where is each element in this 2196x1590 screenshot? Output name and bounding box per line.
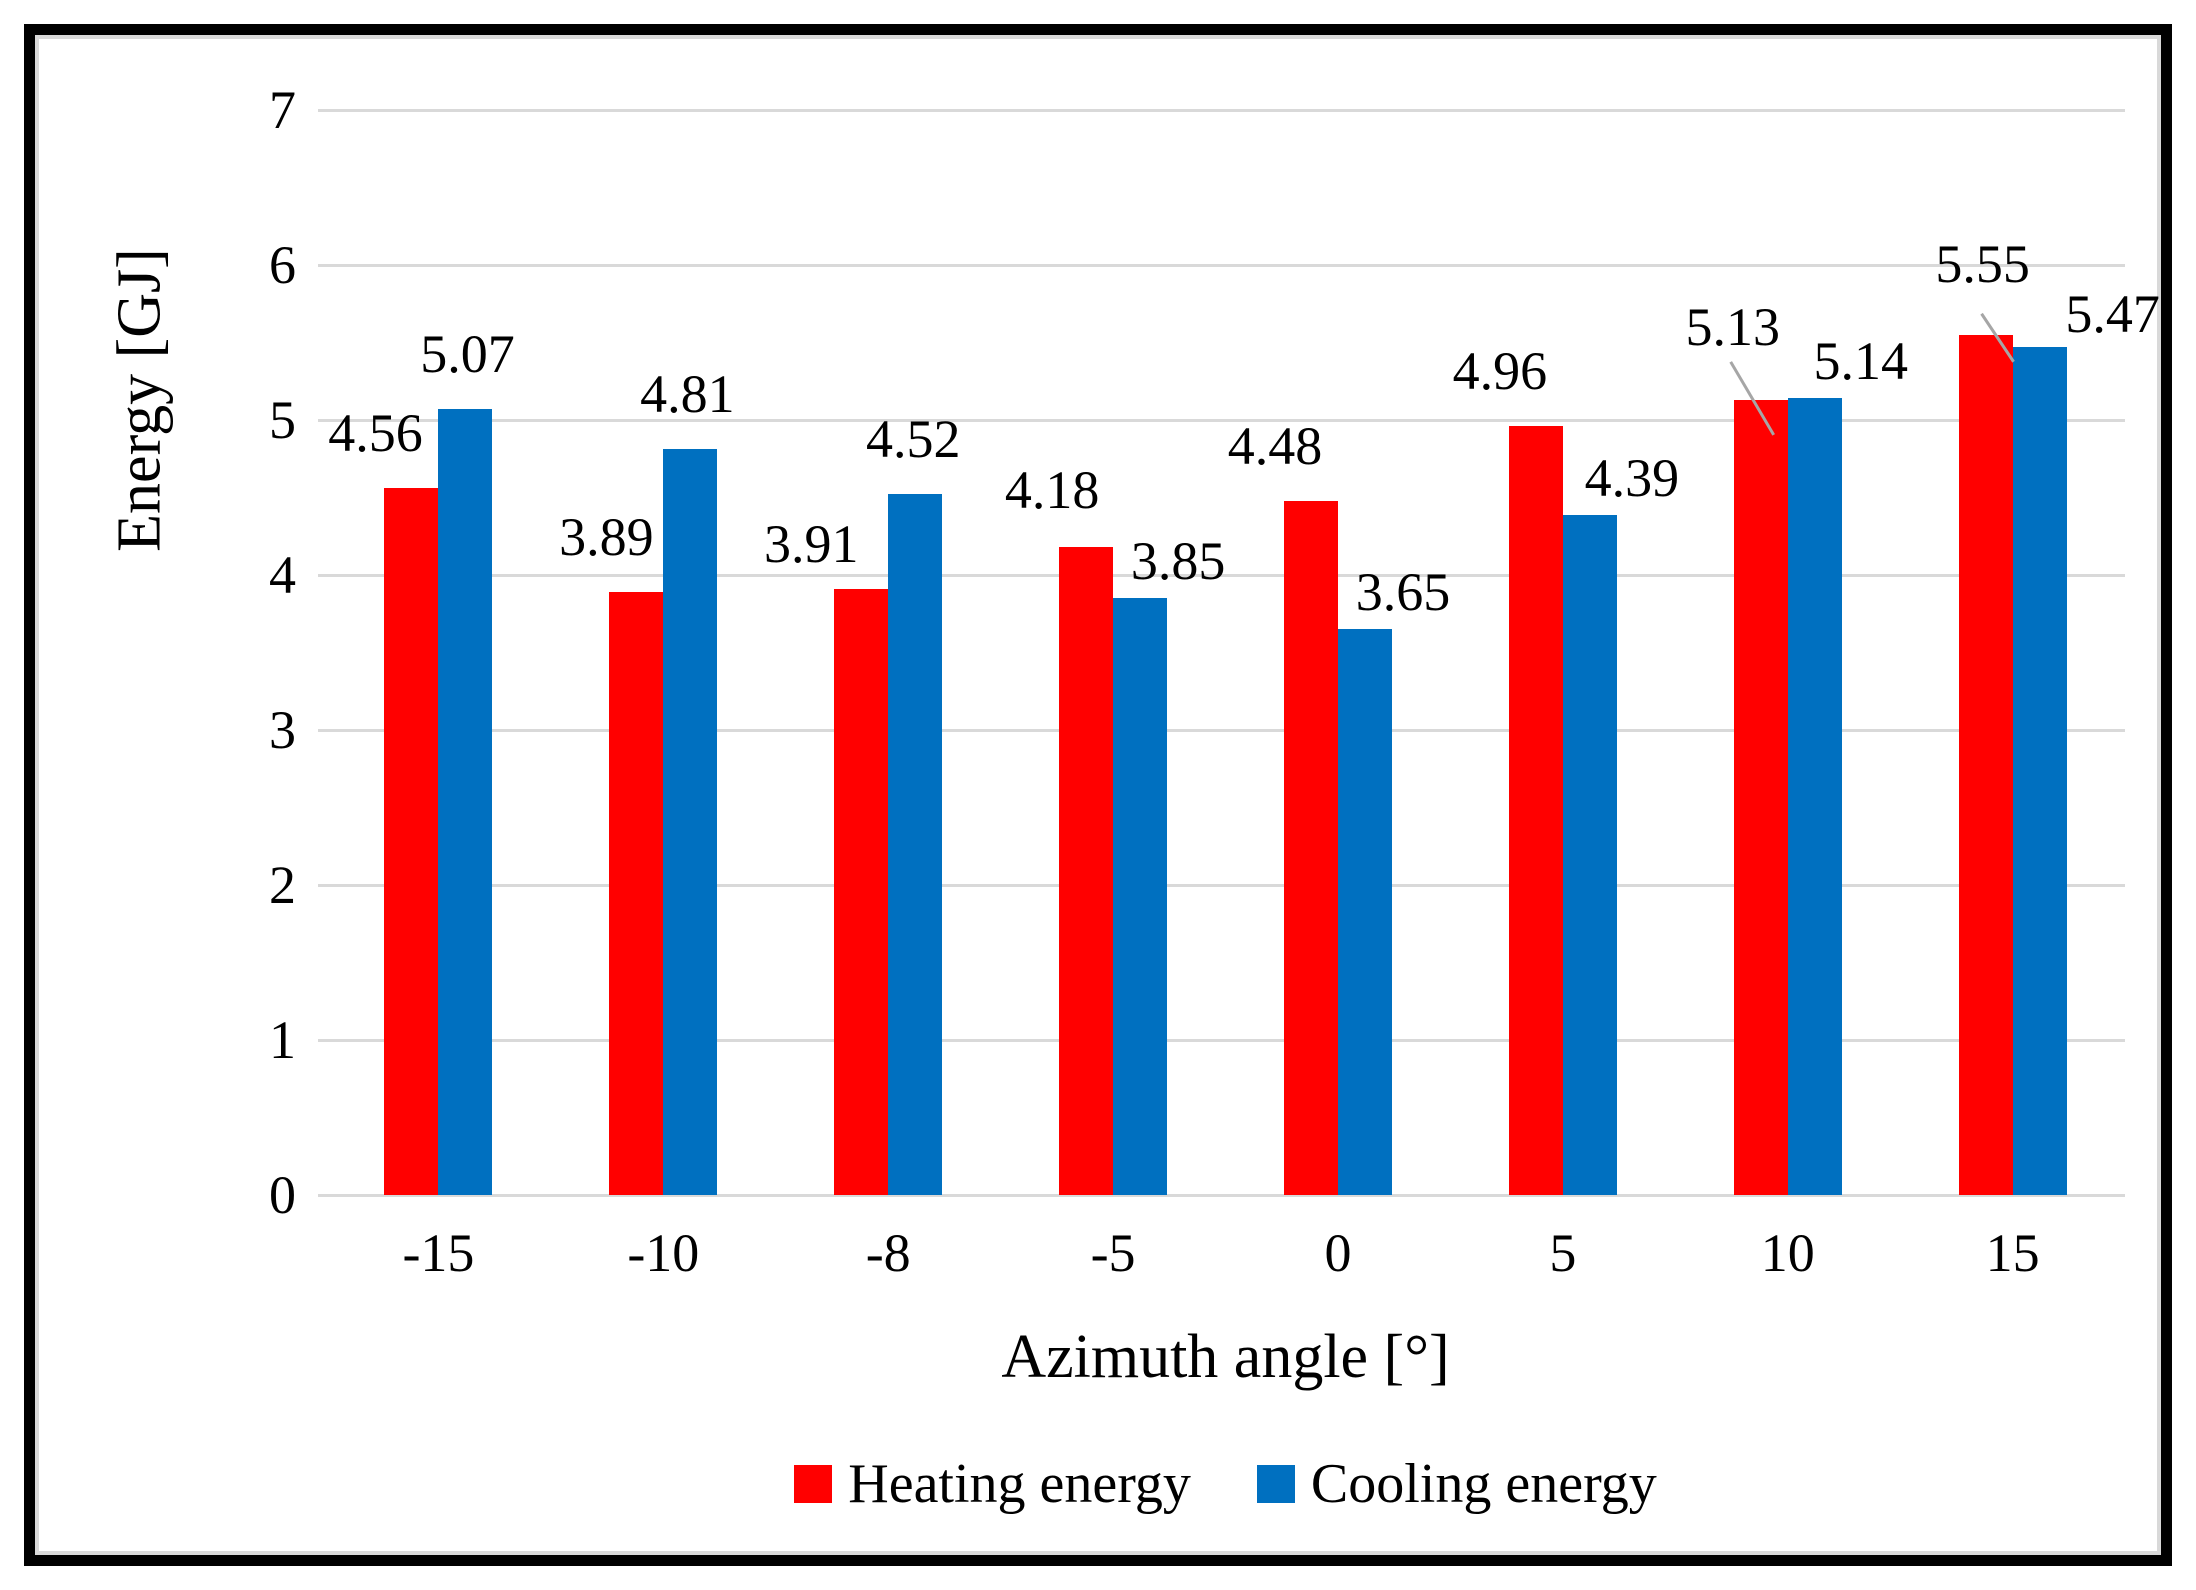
heating-bar [834,588,889,1195]
x-tick-label: -10 [627,1223,700,1283]
heating-bar [1283,500,1338,1195]
x-tick-label: -8 [865,1223,911,1283]
cooling-bar [2012,347,2067,1195]
gridline [318,1039,2125,1042]
legend-swatch-heating-icon [794,1465,833,1503]
gridline [318,419,2125,422]
cooling-bar [1562,514,1617,1195]
data-label: 4.52 [865,409,961,470]
cooling-bar [1787,398,1842,1195]
data-label: 5.07 [420,324,515,385]
cooling-bar [1337,629,1392,1195]
cooling-bar [663,449,718,1195]
gridline [318,574,2125,577]
y-tick-label: 0 [269,1165,296,1225]
data-label: 4.18 [1004,460,1100,521]
x-tick-label: 15 [1985,1223,2040,1283]
data-label: 5.47 [2065,284,2160,345]
heating-bar [1508,426,1563,1195]
y-tick-label: 7 [269,80,296,140]
x-axis-line [318,1194,2125,1197]
x-axis-title: Azimuth angle [°] [1001,1323,1450,1391]
data-label: 5.14 [1813,331,1908,392]
x-tick-label: 0 [1324,1223,1352,1283]
data-label: 3.91 [763,513,859,574]
chart-inner-border [35,35,2161,1555]
legend: Heating energy Cooling energy [326,1452,2125,1516]
heating-bar [609,592,664,1195]
y-tick-label: 1 [269,1010,296,1070]
y-tick-label: 5 [269,390,296,450]
legend-label: Heating energy [848,1453,1191,1515]
gridline [318,884,2125,887]
legend-swatch-cooling-icon [1256,1465,1295,1503]
y-tick-label: 6 [269,235,296,295]
data-label: 4.81 [640,364,735,425]
gridline [318,109,2125,112]
legend-item-heating: Heating energy [794,1452,1191,1516]
data-label: 3.89 [559,507,654,568]
data-label: 4.48 [1227,415,1323,476]
y-tick-label: 3 [269,700,296,760]
data-label: 5.55 [1935,233,2030,294]
legend-item-cooling: Cooling energy [1256,1452,1657,1516]
gridline [318,729,2125,732]
data-label: 4.56 [328,403,423,464]
legend-label: Cooling energy [1310,1453,1657,1515]
y-tick-label: 2 [269,855,296,915]
heating-bar [1059,547,1114,1195]
x-tick-label: -15 [402,1223,475,1283]
chart-outer-border [24,24,2172,1566]
data-label: 4.39 [1584,447,1680,508]
y-axis-title: Energy [GJ] [105,248,174,552]
data-label: 5.13 [1685,296,1780,357]
gridline [318,264,2125,267]
cooling-bar [888,494,943,1195]
y-tick-label: 4 [269,545,296,605]
data-label: 4.96 [1452,341,1548,402]
cooling-bar [1113,598,1168,1195]
heating-bar [1958,334,2013,1195]
heating-bar [1733,399,1788,1195]
x-tick-label: -5 [1090,1223,1136,1283]
cooling-bar [438,409,493,1195]
heating-bar [384,488,439,1195]
data-label: 3.65 [1355,562,1451,623]
data-label: 3.85 [1130,531,1226,592]
x-tick-label: 5 [1549,1223,1577,1283]
x-tick-label: 10 [1760,1223,1815,1283]
